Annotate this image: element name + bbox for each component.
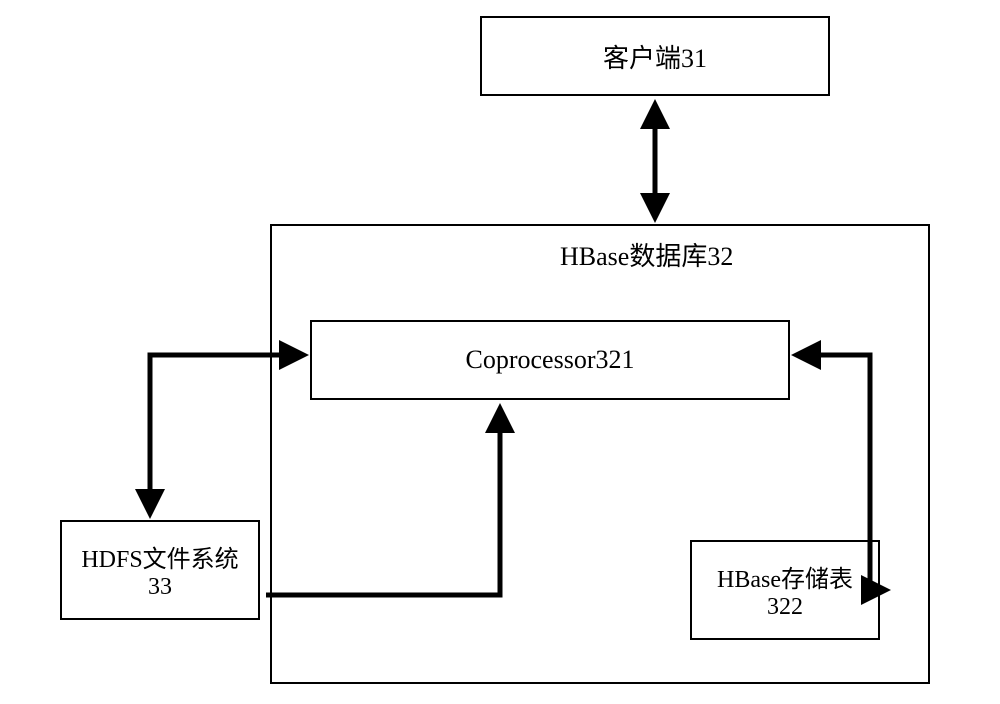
hbase-table-node: HBase存储表 322: [690, 540, 880, 640]
coprocessor-node: Coprocessor321: [310, 320, 790, 400]
hdfs-label-1: HDFS文件系统: [81, 539, 238, 574]
hbase-table-label-2: 322: [767, 594, 803, 621]
client-node: 客户端31: [480, 16, 830, 96]
coprocessor-label: Coprocessor321: [466, 345, 635, 375]
client-label: 客户端31: [603, 38, 707, 75]
hbase-db-label: HBase数据库32: [560, 236, 733, 273]
hdfs-node: HDFS文件系统 33: [60, 520, 260, 620]
hdfs-label-2: 33: [148, 574, 172, 601]
hbase-table-label-1: HBase存储表: [717, 559, 853, 594]
